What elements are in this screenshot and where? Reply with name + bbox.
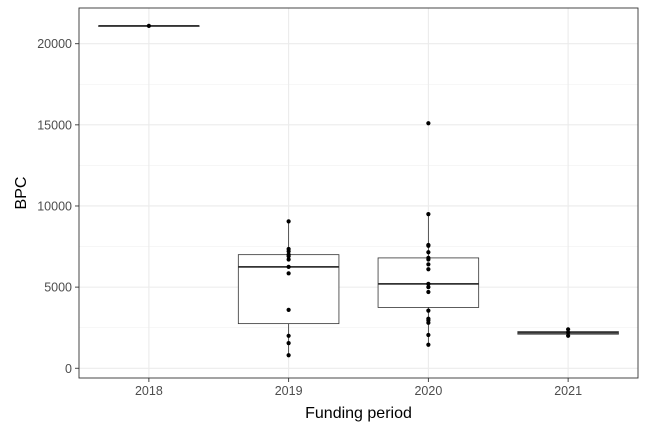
data-points [146,23,571,358]
y-tick-label: 10000 [37,199,72,213]
data-point [426,342,431,347]
x-axis-title: Funding period [305,405,412,422]
data-point [426,121,431,126]
data-point [426,285,431,290]
data-point [286,307,291,312]
data-point [426,289,431,295]
x-tick-label: 2019 [275,384,303,398]
data-point [426,243,431,248]
data-point [426,332,431,338]
y-tick-label: 20000 [37,37,72,51]
data-point [566,330,571,335]
data-point [426,262,431,267]
data-point [286,257,291,262]
data-point [426,320,431,325]
axis-ticks: 0 5000 10000 15000 20000 2018 2019 2020 2021 [37,37,582,398]
data-point [286,333,291,338]
data-point [286,341,291,346]
y-axis-title: BPC [13,177,30,210]
data-point [286,271,291,276]
grid-lines [79,8,638,378]
x-tick-label: 2018 [135,384,163,398]
data-point [426,257,431,262]
data-point [426,308,431,313]
boxes [98,24,619,356]
data-point [286,264,291,269]
y-tick-label: 5000 [44,281,72,295]
x-tick-label: 2021 [554,384,582,398]
data-point [426,267,431,272]
panel-border [78,7,639,379]
x-tick-label: 2020 [414,384,442,398]
data-point [426,250,431,255]
data-point [566,327,571,332]
data-point [426,281,431,286]
data-point [426,211,431,217]
data-point [286,353,291,358]
data-point [286,219,291,224]
y-tick-label: 0 [65,362,72,376]
data-point [566,333,571,338]
data-point [146,23,151,28]
data-point [286,254,291,259]
data-point [286,249,291,254]
y-tick-label: 15000 [37,118,72,132]
